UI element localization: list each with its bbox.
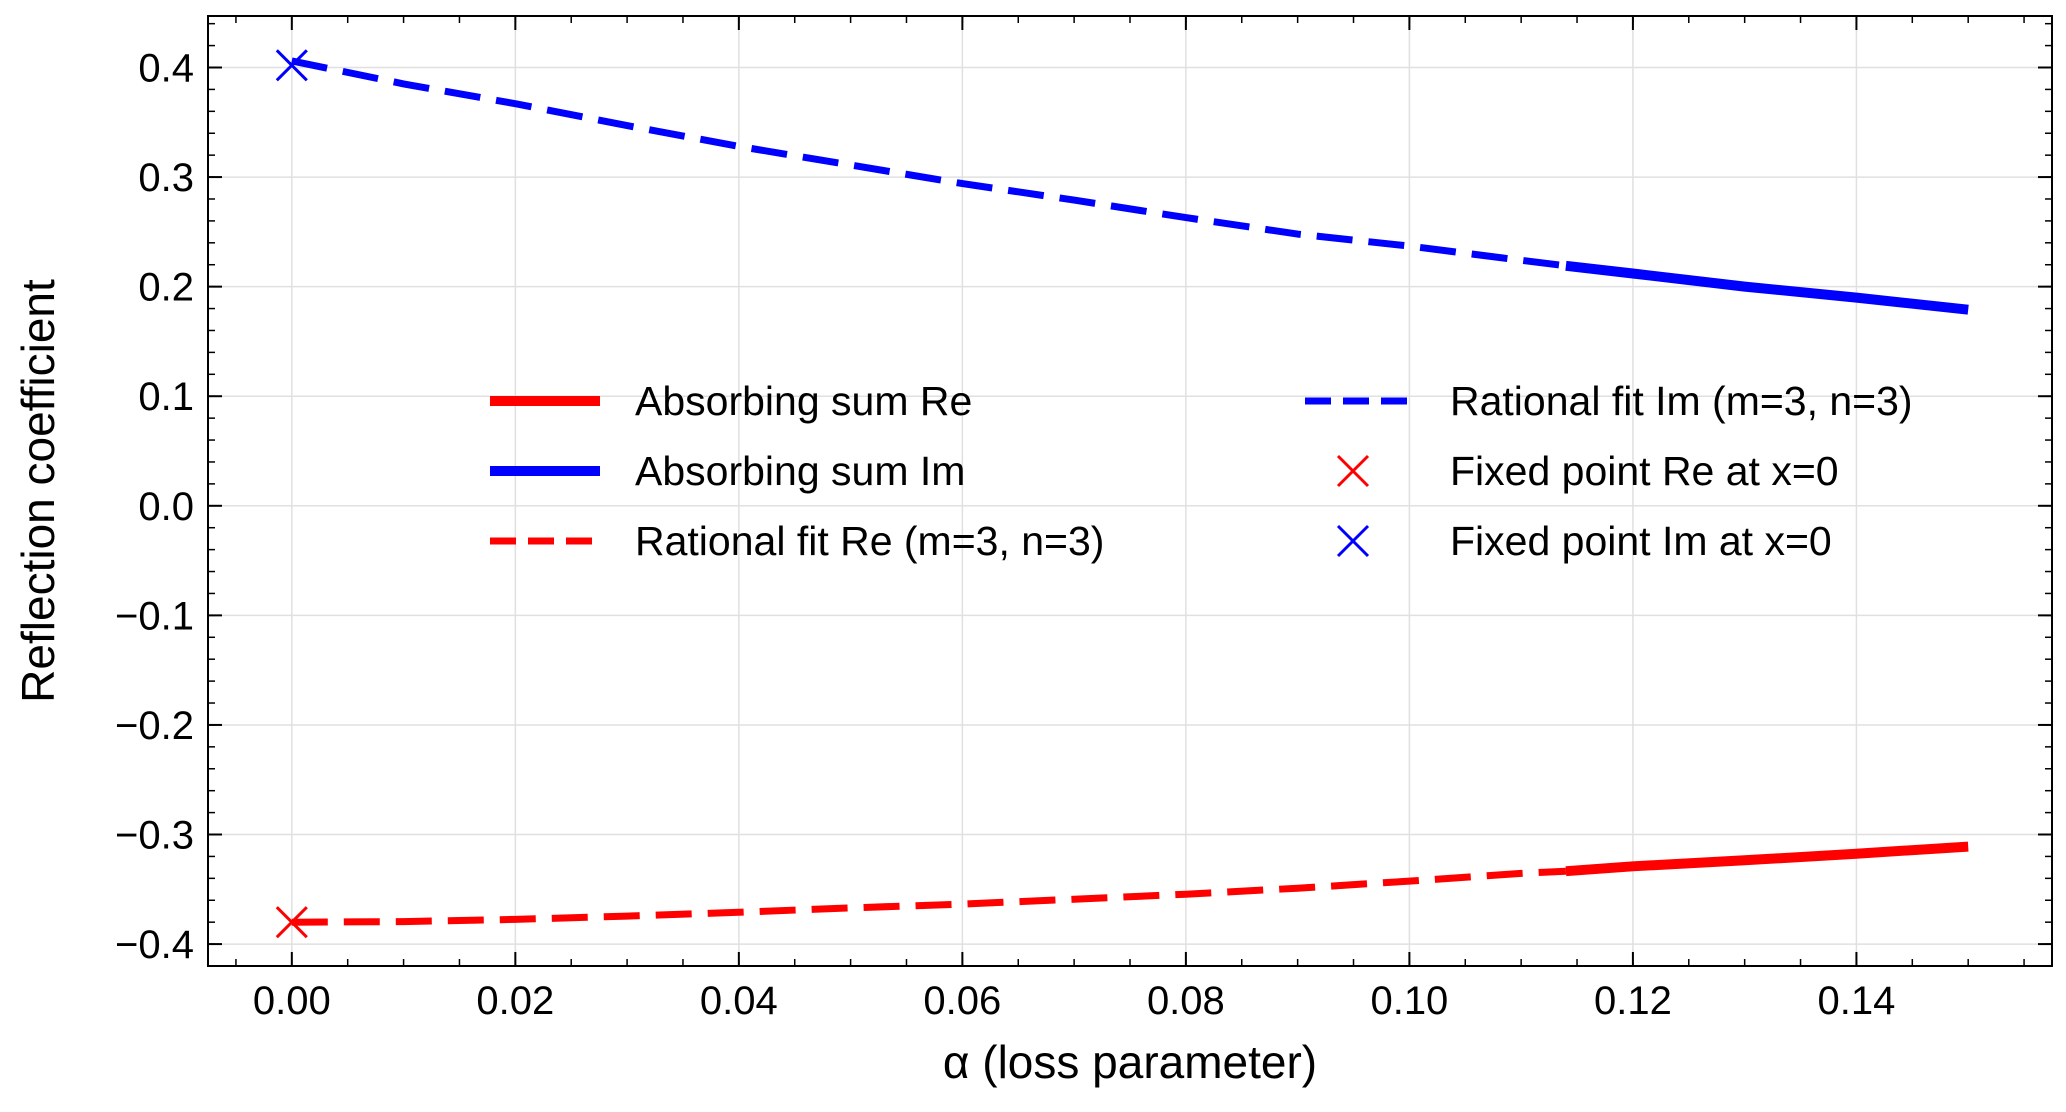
marker-stroke — [275, 906, 308, 939]
legend-label: Fixed point Im at x=0 — [1450, 518, 1832, 564]
x-tick-label: 0.12 — [1594, 979, 1672, 1023]
y-tick-label: −0.3 — [115, 814, 194, 858]
x-tick-label: 0.02 — [476, 979, 554, 1023]
legend-label: Absorbing sum Im — [635, 448, 965, 494]
y-tick-label: −0.1 — [115, 594, 194, 638]
y-tick-label: 0.1 — [138, 375, 194, 419]
series-line — [1565, 841, 1969, 877]
grid-layer — [208, 16, 2052, 966]
fixed-point-marker — [275, 49, 308, 82]
marker-stroke — [275, 49, 308, 82]
legend-label: Fixed point Re at x=0 — [1450, 448, 1839, 494]
y-tick-label: 0.0 — [138, 485, 194, 529]
legend-marker — [1336, 454, 1370, 488]
legend-item: Rational fit Re (m=3, n=3) — [490, 518, 1104, 564]
fixed-point-marker — [275, 906, 308, 939]
y-tick-label: 0.2 — [138, 266, 194, 310]
legend-item: Fixed point Im at x=0 — [1336, 518, 1832, 564]
y-tick-label: 0.3 — [138, 156, 194, 200]
legend-item: Fixed point Re at x=0 — [1336, 448, 1839, 494]
y-tick-label: 0.4 — [138, 46, 194, 90]
legend-label: Absorbing sum Re — [635, 378, 972, 424]
x-axis-label: α (loss parameter) — [943, 1036, 1317, 1088]
legend-item: Absorbing sum Im — [490, 448, 965, 494]
y-tick-label: −0.2 — [115, 704, 194, 748]
x-tick-label: 0.10 — [1370, 979, 1448, 1023]
series-layer — [275, 49, 1969, 939]
x-tick-label: 0.04 — [700, 979, 778, 1023]
y-axis-label: Reflection coefficient — [12, 279, 64, 703]
legend-label: Rational fit Im (m=3, n=3) — [1450, 378, 1913, 424]
series-line — [1565, 260, 1969, 315]
legend-item: Absorbing sum Re — [490, 378, 972, 424]
legend-item: Rational fit Im (m=3, n=3) — [1305, 378, 1913, 424]
x-tick-label: 0.14 — [1817, 979, 1895, 1023]
axes-layer: 0.00 0.02 0.04 0.06 0.08 0.10 0.12 0.14 −0.4 −0.3… — [12, 15, 2053, 1088]
series-line — [291, 57, 1567, 270]
y-tick-label: −0.4 — [115, 923, 194, 967]
x-tick-label: 0.08 — [1147, 979, 1225, 1023]
x-tick-label: 0.00 — [253, 979, 331, 1023]
x-tick-label: 0.06 — [923, 979, 1001, 1023]
series-line — [291, 867, 1567, 926]
legend-marker — [1336, 524, 1370, 558]
legend-label: Rational fit Re (m=3, n=3) — [635, 518, 1104, 564]
legend: Absorbing sum Re Absorbing sum Im Rational… — [490, 378, 1913, 564]
